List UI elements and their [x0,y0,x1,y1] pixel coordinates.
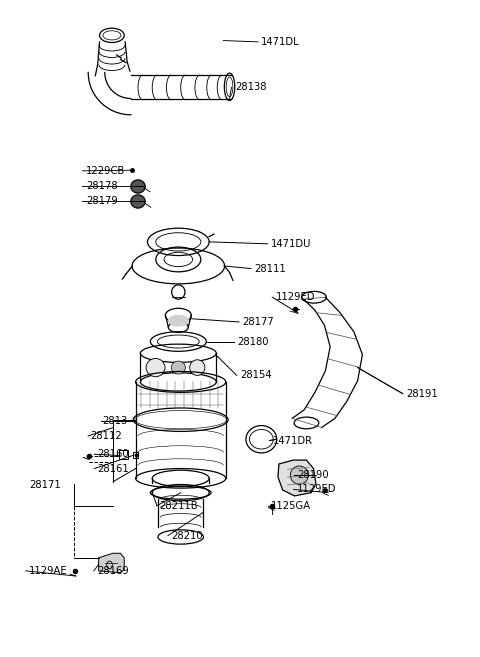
Text: 28190: 28190 [297,470,328,480]
Polygon shape [131,180,145,193]
Ellipse shape [190,360,205,375]
Text: 28179: 28179 [86,196,118,206]
Text: 1471DL: 1471DL [261,37,300,47]
Ellipse shape [168,315,189,327]
Text: 1129ED: 1129ED [276,292,315,302]
Text: 28180: 28180 [238,336,269,346]
Text: 28178: 28178 [86,181,118,191]
Text: 28160: 28160 [97,449,129,459]
Text: 1471DR: 1471DR [273,436,313,445]
Text: 1125GA: 1125GA [271,501,311,510]
Text: 28169: 28169 [97,566,130,576]
Text: 1471DU: 1471DU [271,238,312,249]
Text: 2813: 2813 [102,416,128,426]
Text: 28171: 28171 [29,480,60,490]
Polygon shape [131,195,145,208]
Text: 1129ED: 1129ED [297,484,336,495]
Ellipse shape [171,361,185,374]
Text: 28210: 28210 [171,531,203,541]
Text: 28138: 28138 [235,83,267,93]
Ellipse shape [290,466,308,484]
Polygon shape [98,553,124,573]
Text: 28211B: 28211B [159,501,198,510]
Text: 28177: 28177 [242,317,274,327]
Ellipse shape [146,359,165,376]
Text: 28112: 28112 [91,431,122,441]
Text: 1229CB: 1229CB [86,166,125,176]
Text: 1129AE: 1129AE [29,566,68,576]
Text: 28111: 28111 [254,263,286,273]
Text: 28161: 28161 [97,464,130,474]
Text: 28191: 28191 [406,389,438,399]
Polygon shape [278,460,316,496]
Text: 28154: 28154 [240,371,272,380]
